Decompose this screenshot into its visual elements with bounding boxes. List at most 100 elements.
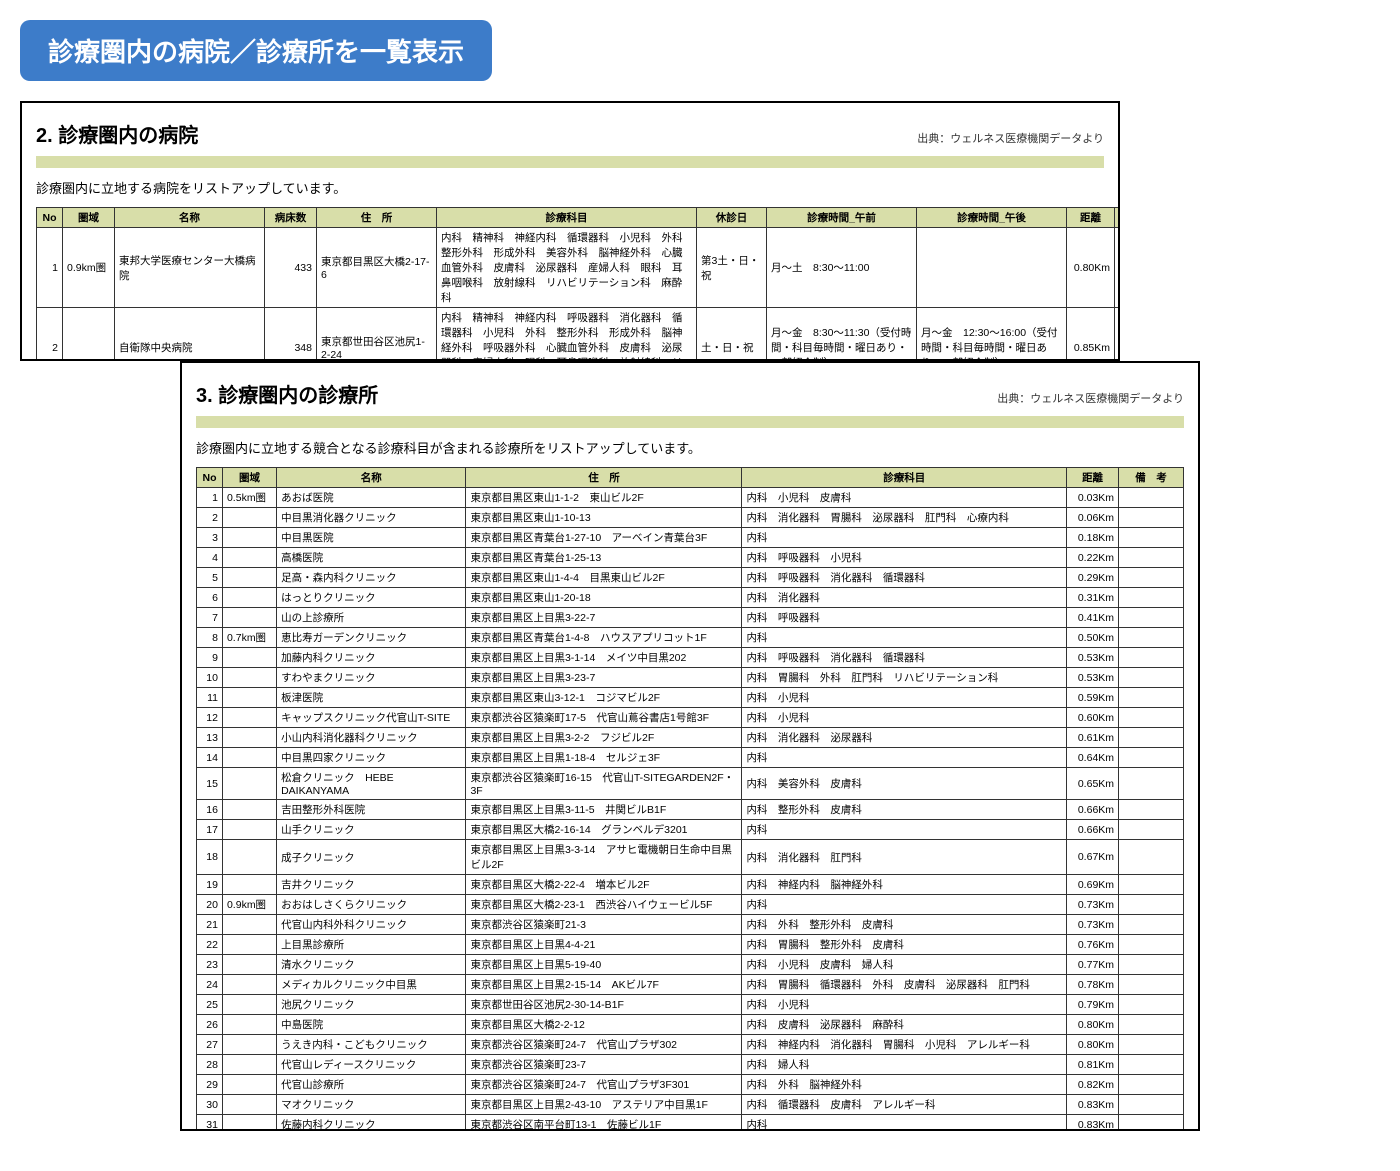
section3-title: 3. 診療圏内の診療所 xyxy=(196,379,378,408)
cell: 20 xyxy=(197,895,223,915)
table-row: 22上目黒診療所東京都目黒区上目黒4-4-21内科 胃腸科 整形外科 皮膚科0.… xyxy=(197,935,1184,955)
cell: 吉田整形外科医院 xyxy=(277,800,466,820)
cell xyxy=(1119,975,1184,995)
cell: 山の上診療所 xyxy=(277,608,466,628)
cell: 27 xyxy=(197,1035,223,1055)
cell: 内科 皮膚科 泌尿器科 麻酔科 xyxy=(742,1015,1067,1035)
cell: 東京都目黒区東山1-10-13 xyxy=(466,508,742,528)
table-row: 13小山内科消化器科クリニック東京都目黒区上目黒3-2-2 フジビル2F内科 消… xyxy=(197,728,1184,748)
table-row: 9加藤内科クリニック東京都目黒区上目黒3-1-14 メイツ中目黒202内科 呼吸… xyxy=(197,648,1184,668)
cell: 内科 胃腸科 整形外科 皮膚科 xyxy=(742,935,1067,955)
cell: 内科 xyxy=(742,748,1067,768)
cell xyxy=(222,935,276,955)
cell: 9 xyxy=(197,648,223,668)
col-header: 圏域 xyxy=(63,208,115,228)
cell xyxy=(1119,915,1184,935)
cell: 0.66Km xyxy=(1067,800,1119,820)
table-row: 10.9km圏東邦大学医療センター大橋病院433東京都目黒区大橋2-17-6内科… xyxy=(37,228,1121,308)
cell xyxy=(1119,548,1184,568)
cell xyxy=(222,800,276,820)
page-title-badge: 診療圏内の病院／診療所を一覧表示 xyxy=(20,20,492,81)
cell xyxy=(1119,568,1184,588)
cell: 0.64Km xyxy=(1067,748,1119,768)
cell: 吉井クリニック xyxy=(277,875,466,895)
cell: 月～金 12:30～16:00（受付時間・科目毎時間・曜日あり・一部紹介制） xyxy=(917,308,1067,362)
cell: 東京都目黒区上目黒2-15-14 AKビル7F xyxy=(466,975,742,995)
cell: 東京都渋谷区南平台町13-1 佐藤ビル1F xyxy=(466,1115,742,1132)
table-row: 21代官山内科外科クリニック東京都渋谷区猿楽町21-3内科 外科 整形外科 皮膚… xyxy=(197,915,1184,935)
cell: 自衛隊中央病院 xyxy=(115,308,265,362)
cell: 内科 消化器科 胃腸科 泌尿器科 肛門科 心療内科 xyxy=(742,508,1067,528)
cell: 内科 胃腸科 循環器科 外科 皮膚科 泌尿器科 肛門科 xyxy=(742,975,1067,995)
cell xyxy=(1119,588,1184,608)
col-header: 住 所 xyxy=(317,208,437,228)
cell: 東京都目黒区東山1-1-2 東山ビル2F xyxy=(466,488,742,508)
cell xyxy=(222,1035,276,1055)
col-header: No xyxy=(197,468,223,488)
cell xyxy=(222,840,276,875)
panel-clinics: 3. 診療圏内の診療所 出典：ウェルネス医療機関データより 診療圏内に立地する競… xyxy=(180,361,1200,1131)
cell: 内科 xyxy=(742,820,1067,840)
cell: 0.81Km xyxy=(1067,1055,1119,1075)
cell xyxy=(1115,308,1121,362)
cell: 内科 外科 整形外科 皮膚科 xyxy=(742,915,1067,935)
cell: 土・日・祝 xyxy=(697,308,767,362)
cell: 30 xyxy=(197,1095,223,1115)
cell: すわやまクリニック xyxy=(277,668,466,688)
cell: 東京都目黒区東山1-20-18 xyxy=(466,588,742,608)
cell: 0.73Km xyxy=(1067,895,1119,915)
cell: 内科 精神科 神経内科 循環器科 小児科 外科 整形外科 形成外科 美容外科 脳… xyxy=(437,228,697,308)
cell: 0.53Km xyxy=(1067,668,1119,688)
col-header: 病床数 xyxy=(265,208,317,228)
cell xyxy=(1119,728,1184,748)
cell: 0.41Km xyxy=(1067,608,1119,628)
cell xyxy=(222,1115,276,1132)
cell: 東京都目黒区上目黒3-23-7 xyxy=(466,668,742,688)
cell xyxy=(1119,708,1184,728)
table-row: 24メディカルクリニック中目黒東京都目黒区上目黒2-15-14 AKビル7F内科… xyxy=(197,975,1184,995)
cell: 内科 xyxy=(742,628,1067,648)
cell: 東京都目黒区上目黒3-3-14 アサヒ電機朝日生命中目黒ビル2F xyxy=(466,840,742,875)
cell xyxy=(1119,508,1184,528)
cell: 26 xyxy=(197,1015,223,1035)
table-row: 3中目黒医院東京都目黒区青葉台1-27-10 アーベイン青葉台3F内科0.18K… xyxy=(197,528,1184,548)
cell xyxy=(222,648,276,668)
col-header: 名称 xyxy=(115,208,265,228)
cell: 東京都目黒区大橋2-22-4 増本ビル2F xyxy=(466,875,742,895)
cell: 東京都世田谷区池尻2-30-14-B1F xyxy=(466,995,742,1015)
cell xyxy=(1119,628,1184,648)
panel-stack: 2. 診療圏内の病院 出典：ウェルネス医療機関データより 診療圏内に立地する病院… xyxy=(20,101,1200,1151)
cell: キャップスクリニック代官山T-SITE xyxy=(277,708,466,728)
cell: 21 xyxy=(197,915,223,935)
table-row: 18成子クリニック東京都目黒区上目黒3-3-14 アサヒ電機朝日生命中目黒ビル2… xyxy=(197,840,1184,875)
cell: 5 xyxy=(197,568,223,588)
cell: 0.61Km xyxy=(1067,728,1119,748)
cell xyxy=(1119,995,1184,1015)
cell: 東京都目黒区上目黒3-22-7 xyxy=(466,608,742,628)
cell xyxy=(222,768,276,800)
cell: 29 xyxy=(197,1075,223,1095)
section2-divider xyxy=(36,156,1104,168)
cell: 内科 小児科 xyxy=(742,708,1067,728)
cell: 0.85Km xyxy=(1067,308,1115,362)
table-row: 5足高・森内科クリニック東京都目黒区東山1-4-4 目黒東山ビル2F内科 呼吸器… xyxy=(197,568,1184,588)
cell: 東京都目黒区大橋2-16-14 グランベルデ3201 xyxy=(466,820,742,840)
cell: 東京都目黒区東山3-12-1 コジマビル2F xyxy=(466,688,742,708)
table-row: 2中目黒消化器クリニック東京都目黒区東山1-10-13内科 消化器科 胃腸科 泌… xyxy=(197,508,1184,528)
cell: 東京都目黒区上目黒5-19-40 xyxy=(466,955,742,975)
cell: 月～土 8:30～11:00 xyxy=(767,228,917,308)
cell: 0.66Km xyxy=(1067,820,1119,840)
cell: 11 xyxy=(197,688,223,708)
cell: 19 xyxy=(197,875,223,895)
cell: 内科 整形外科 皮膚科 xyxy=(742,800,1067,820)
cell: 8 xyxy=(197,628,223,648)
cell xyxy=(1119,875,1184,895)
cell xyxy=(222,728,276,748)
cell: 東京都目黒区大橋2-17-6 xyxy=(317,228,437,308)
col-header: 診療時間_午後 xyxy=(917,208,1067,228)
table-row: 7山の上診療所東京都目黒区上目黒3-22-7内科 呼吸器科0.41Km xyxy=(197,608,1184,628)
cell: 内科 消化器科 肛門科 xyxy=(742,840,1067,875)
cell: 0.80Km xyxy=(1067,1035,1119,1055)
cell: 内科 外科 脳神経外科 xyxy=(742,1075,1067,1095)
cell: 6 xyxy=(197,588,223,608)
